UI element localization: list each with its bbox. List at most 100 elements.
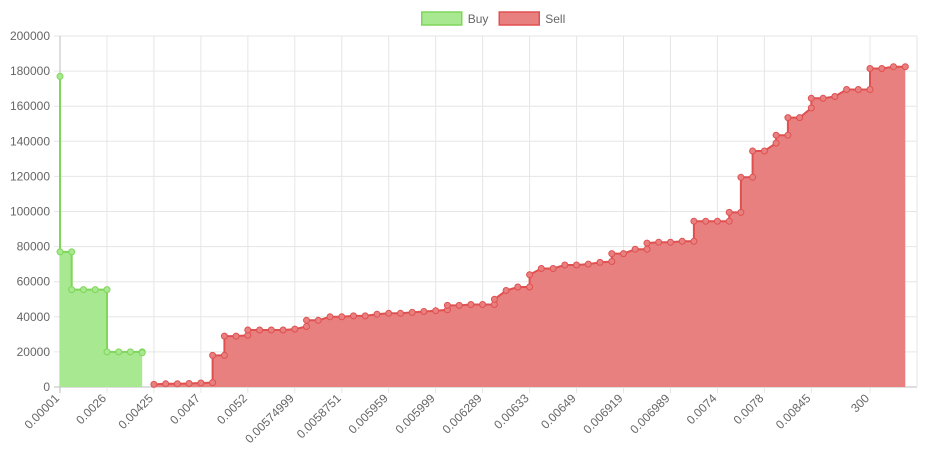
sell-point <box>819 94 827 102</box>
y-tick-label: 60000 <box>17 275 51 289</box>
sell-point <box>643 245 651 253</box>
sell-point <box>667 238 674 246</box>
sell-line <box>153 65 906 386</box>
y-tick-label: 80000 <box>17 240 51 254</box>
y-tick-label: 200000 <box>10 29 50 43</box>
x-tick-label: 0.006289 <box>439 391 485 437</box>
x-tick-label: 0.00425 <box>115 391 156 432</box>
sell-point <box>843 86 851 93</box>
x-tick-label: 0.005959 <box>346 391 392 437</box>
sell-point <box>432 307 440 315</box>
sell-point <box>232 332 240 340</box>
sell-point <box>620 250 627 258</box>
y-axis: 0 20000 40000 60000 80000 100000 120000 140000 1… <box>10 29 50 394</box>
sell-point <box>831 93 839 100</box>
sell-point <box>784 114 792 122</box>
sell-point <box>772 139 780 147</box>
x-tick-label: 0.00649 <box>538 391 579 432</box>
sell-point <box>173 380 181 388</box>
buy-point <box>126 348 134 356</box>
sell-point <box>490 295 498 303</box>
x-tick-label: 0.0078 <box>731 391 767 427</box>
x-tick-label: 0.0026 <box>73 391 109 427</box>
sell-point <box>303 316 310 324</box>
plot-area <box>56 63 909 388</box>
sell-point <box>608 250 616 258</box>
x-tick-label: 0.00574999 <box>242 391 297 446</box>
legend-label-sell[interactable]: Sell <box>545 12 565 26</box>
x-tick-label: 0.00633 <box>491 391 532 432</box>
sell-point <box>643 239 651 247</box>
sell-point <box>725 208 733 216</box>
sell-point <box>314 316 322 324</box>
sell-point <box>678 237 686 245</box>
buy-point <box>68 248 76 256</box>
x-tick-label: 0.006989 <box>627 391 673 437</box>
sell-point <box>197 379 205 387</box>
y-tick-label: 140000 <box>10 134 50 148</box>
sell-point <box>608 258 616 265</box>
sell-point <box>772 131 780 139</box>
sell-point <box>702 217 710 225</box>
sell-point <box>479 301 487 308</box>
sell-point <box>373 310 381 318</box>
sell-point <box>526 271 534 279</box>
sell-point <box>760 147 768 155</box>
legend-label-buy[interactable]: Buy <box>468 12 489 26</box>
sell-point <box>267 326 275 334</box>
buy-point <box>56 72 64 80</box>
sell-point <box>561 261 569 269</box>
x-tick-label: 0.0047 <box>167 391 203 427</box>
sell-point <box>737 173 745 181</box>
sell-point <box>573 261 580 269</box>
y-tick-label: 160000 <box>10 99 50 113</box>
sell-point <box>784 131 792 139</box>
sell-point <box>397 309 404 317</box>
sell-area <box>153 66 906 387</box>
x-tick-label: 0.0074 <box>684 391 720 427</box>
x-tick-label: 0.005999 <box>392 391 438 437</box>
sell-point <box>279 326 287 334</box>
sell-point <box>408 308 416 316</box>
legend: Buy Sell <box>421 11 565 26</box>
sell-point <box>467 301 475 308</box>
sell-point <box>185 380 193 387</box>
sell-point <box>655 238 663 246</box>
y-tick-label: 40000 <box>17 310 51 324</box>
sell-point <box>150 380 158 388</box>
legend-swatch-sell[interactable] <box>498 11 540 26</box>
sell-point <box>549 265 557 272</box>
sell-point <box>209 379 217 387</box>
buy-area <box>60 76 143 388</box>
x-tick-label: 0.006919 <box>580 391 626 437</box>
buy-point <box>138 349 146 357</box>
sell-point <box>866 65 874 72</box>
sell-point <box>502 287 510 294</box>
sell-point <box>866 86 874 93</box>
sell-point <box>350 312 357 320</box>
sell-point <box>725 217 733 225</box>
sell-point <box>291 325 299 333</box>
x-tick-label: 0.0058751 <box>294 391 344 441</box>
x-axis: 0.00001 0.0026 0.00425 0.0047 0.00520.005749… <box>22 391 873 446</box>
sell-point <box>890 63 897 71</box>
sell-point <box>526 283 534 291</box>
sell-point <box>901 63 909 71</box>
buy-point <box>68 286 76 294</box>
sell-point <box>690 237 698 245</box>
sell-point <box>326 313 334 321</box>
buy-point <box>56 248 64 256</box>
sell-point <box>537 265 545 272</box>
sell-point <box>256 326 264 334</box>
sell-point <box>737 208 745 216</box>
sell-point <box>690 217 698 225</box>
legend-swatch-buy[interactable] <box>421 11 463 26</box>
sell-point <box>220 351 228 359</box>
buy-point <box>103 348 111 356</box>
buy-point <box>80 286 87 294</box>
x-tick-label: 0.0052 <box>214 391 250 427</box>
buy-point <box>103 286 111 294</box>
sell-point <box>443 301 451 309</box>
